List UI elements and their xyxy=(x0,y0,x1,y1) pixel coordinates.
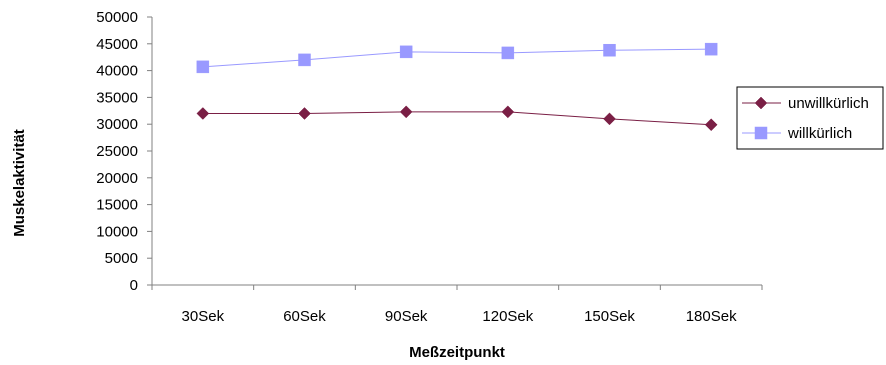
y-tick-label: 5000 xyxy=(105,250,138,267)
y-tick-label: 35000 xyxy=(96,89,138,106)
y-tick-label: 50000 xyxy=(96,9,138,26)
legend-label: willkürlich xyxy=(787,125,852,142)
data-point xyxy=(298,53,311,67)
series-line xyxy=(202,48,712,68)
x-tick-label: 60Sek xyxy=(283,308,326,325)
series-diamond xyxy=(196,105,718,132)
x-tick-label: 120Sek xyxy=(482,308,533,325)
data-point xyxy=(704,118,718,132)
x-axis-title: Meßzeitpunkt xyxy=(409,344,505,361)
series-layer xyxy=(196,42,718,132)
data-point xyxy=(196,60,210,74)
x-axis-ticks: 30Sek 60Sek 90Sek 120Sek 150Sek 180Sek xyxy=(151,285,763,325)
data-point xyxy=(603,112,616,126)
y-axis-title: Muskelaktivität xyxy=(11,129,28,237)
data-point xyxy=(501,105,515,119)
y-tick-label: 30000 xyxy=(96,116,138,133)
y-tick-label: 45000 xyxy=(96,36,138,53)
x-tick-label: 180Sek xyxy=(686,308,737,325)
legend: unwillkürlich willkürlich xyxy=(736,86,884,150)
series-line xyxy=(202,111,712,126)
y-tick-label: 10000 xyxy=(96,223,138,240)
data-point xyxy=(399,45,413,59)
y-tick-label: 20000 xyxy=(96,170,138,187)
x-tick-label: 30Sek xyxy=(182,308,225,325)
data-point xyxy=(298,107,311,120)
x-tick-label: 90Sek xyxy=(385,308,428,325)
diamond-icon xyxy=(754,96,768,110)
data-point xyxy=(704,42,718,56)
square-icon xyxy=(754,126,768,140)
data-point xyxy=(399,105,413,119)
y-tick-label: 15000 xyxy=(96,197,138,214)
data-point xyxy=(196,107,210,120)
y-tick-label: 0 xyxy=(130,277,138,294)
data-point xyxy=(603,43,616,57)
y-tick-label: 25000 xyxy=(96,143,138,160)
legend-label: unwillkürlich xyxy=(788,95,869,112)
plot-area xyxy=(151,17,762,286)
y-axis-ticks: 0 5000 10000 15000 20000 25000 30000 35000 40000… xyxy=(96,9,152,294)
series-square xyxy=(196,42,718,74)
x-tick-label: 150Sek xyxy=(584,308,635,325)
data-point xyxy=(501,46,515,60)
y-tick-label: 40000 xyxy=(96,63,138,80)
